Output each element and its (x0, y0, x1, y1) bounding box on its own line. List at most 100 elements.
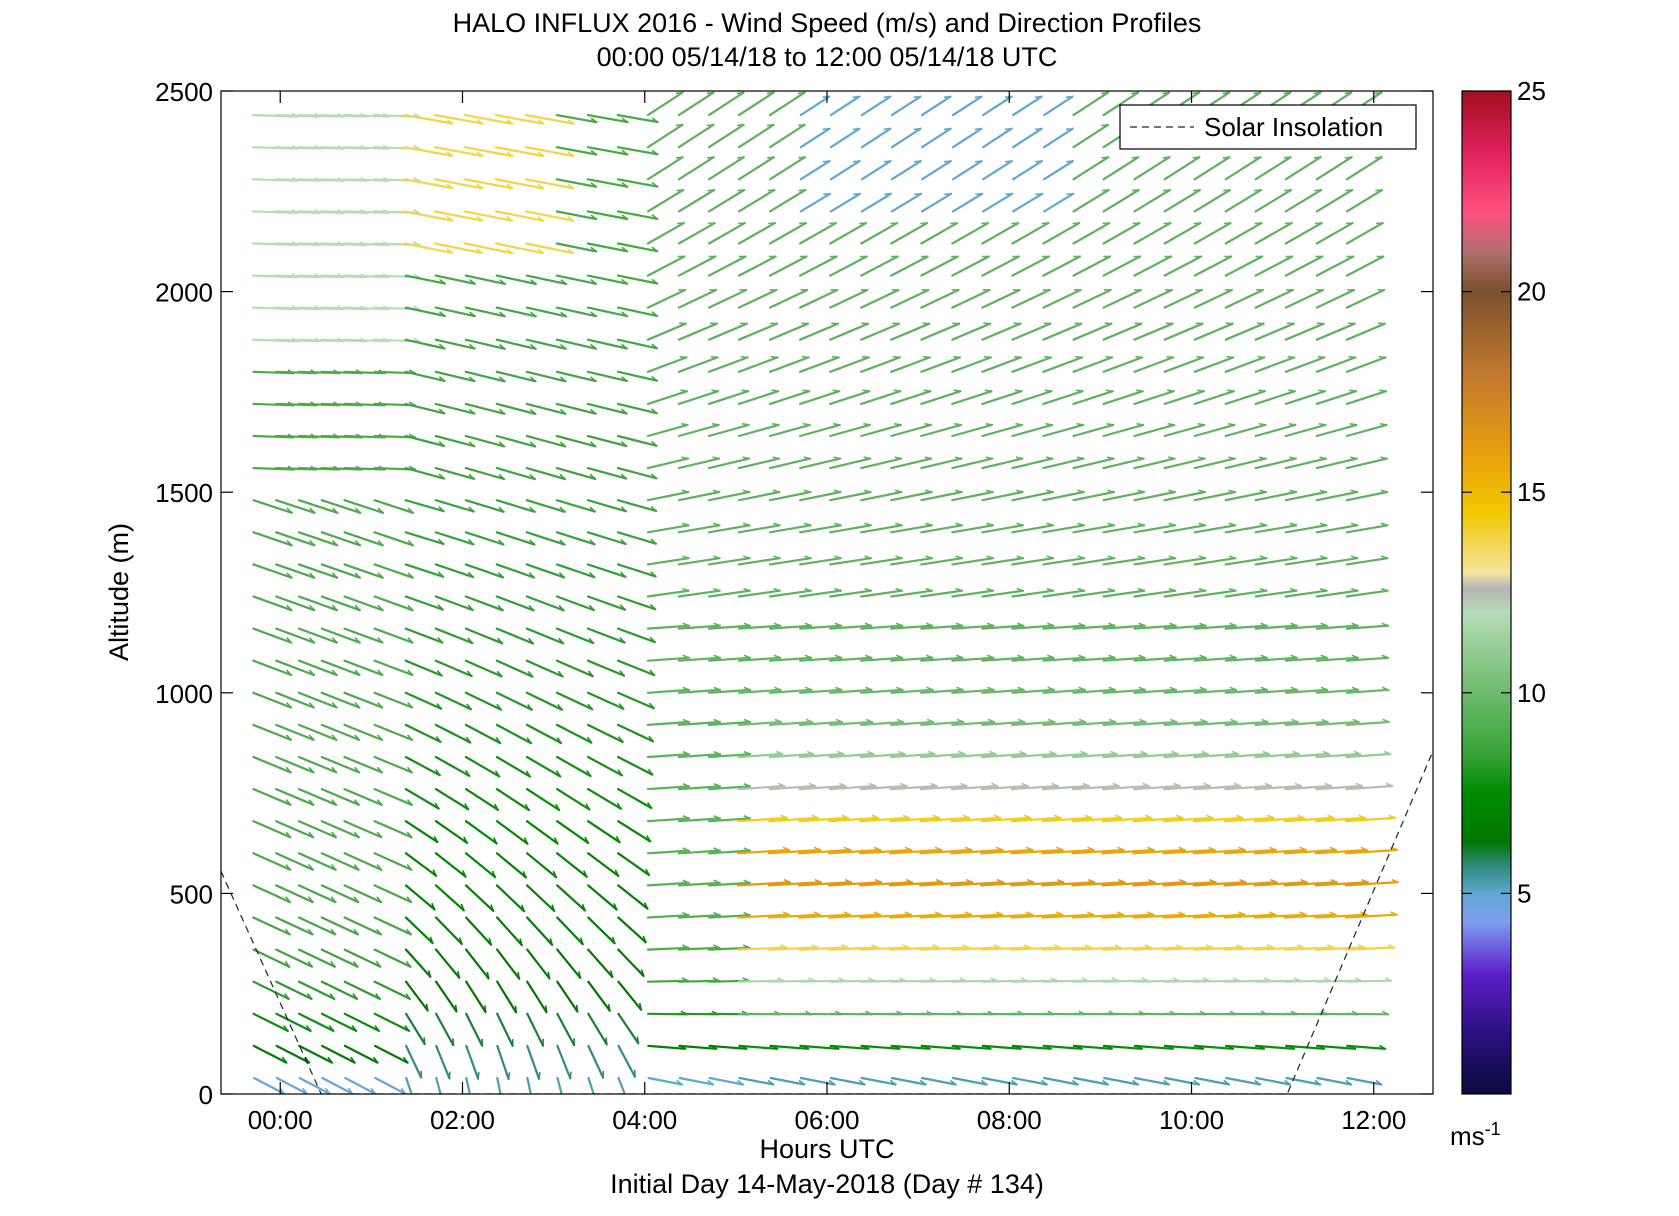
wind-arrow (1254, 784, 1303, 791)
wind-arrow (860, 95, 892, 117)
wind-arrow-head (864, 555, 872, 559)
wind-arrow-head (1259, 587, 1267, 592)
wind-arrow-head (438, 538, 445, 545)
wind-arrow (1254, 589, 1298, 598)
wind-arrow (586, 210, 629, 221)
wind-arrow-head (1015, 456, 1023, 460)
wind-arrow (1254, 1044, 1296, 1050)
wind-arrow-head (1385, 782, 1393, 787)
wind-arrow (464, 884, 495, 913)
wind-arrow (920, 688, 964, 694)
wind-arrow (829, 127, 861, 149)
wind-arrow-head (1053, 814, 1061, 819)
wind-arrow-head (499, 311, 506, 317)
wind-arrow (433, 178, 484, 190)
wind-arrow (1163, 322, 1204, 341)
wind-arrow-head (959, 977, 966, 982)
wind-arrow (1102, 322, 1143, 341)
wind-arrow (677, 557, 721, 566)
wind-arrow-head (651, 375, 658, 382)
wind-arrow (707, 753, 752, 759)
wind-arrow (404, 627, 444, 644)
wind-arrow-head (680, 422, 688, 426)
wind-arrow-head (549, 938, 553, 946)
wind-arrow (707, 656, 752, 662)
wind-arrow (1102, 524, 1146, 534)
wind-arrow (1072, 222, 1111, 245)
wind-arrow (981, 656, 1025, 662)
wind-arrow (950, 881, 1005, 887)
wind-arrow (525, 434, 567, 448)
wind-arrow (1010, 881, 1065, 887)
wind-arrow-head (407, 572, 414, 579)
wind-arrow (252, 820, 292, 839)
wind-arrow (1163, 490, 1207, 502)
wind-arrow-head (1045, 456, 1053, 460)
wind-arrow (1346, 1076, 1383, 1086)
wind-arrow (1162, 816, 1214, 823)
wind-arrow (555, 691, 594, 711)
wind-arrow-head (902, 944, 909, 949)
wind-arrow-head (529, 441, 536, 448)
wind-arrow (1255, 1076, 1292, 1086)
wind-arrow (525, 755, 562, 778)
wind-arrow-head (1046, 522, 1054, 527)
wind-arrow (708, 1076, 745, 1086)
wind-arrow (343, 884, 383, 904)
wind-arrow-head (713, 782, 721, 788)
wind-arrow-head (1076, 456, 1084, 460)
wind-arrow-head (1019, 750, 1026, 755)
wind-arrow (1284, 752, 1331, 759)
wind-arrow-head (620, 538, 627, 545)
wind-arrow (555, 178, 598, 188)
wind-arrow-head (354, 701, 360, 709)
wind-arrow (890, 457, 933, 470)
wind-arrow (434, 787, 470, 811)
wind-arrow-head (286, 637, 292, 644)
wind-arrow (768, 390, 811, 405)
wind-arrow (496, 916, 523, 947)
wind-arrow (951, 1044, 992, 1050)
wind-arrow-head (801, 322, 809, 325)
wind-arrow (769, 1044, 810, 1050)
wind-arrow-head (1228, 456, 1235, 460)
wind-arrow (297, 499, 339, 514)
wind-arrow (1073, 1076, 1110, 1086)
wind-arrow (1224, 390, 1266, 405)
wind-arrow (708, 1044, 748, 1050)
wind-arrow-head (651, 278, 658, 285)
wind-arrow-head (438, 375, 446, 382)
wind-arrow-head (1081, 977, 1089, 982)
wind-arrow (677, 123, 715, 149)
wind-arrow (799, 160, 831, 181)
wind-arrow-head (1200, 718, 1207, 723)
wind-arrow (737, 222, 777, 245)
wind-arrow (343, 531, 384, 547)
wind-arrow (404, 499, 445, 513)
wind-arrow-head (930, 782, 937, 787)
wind-arrow-head (1205, 814, 1213, 819)
wind-arrow (297, 723, 338, 742)
wind-arrow-head (808, 782, 816, 787)
wind-arrow-head (871, 814, 879, 819)
wind-arrow (464, 820, 498, 845)
wind-arrow (252, 1012, 289, 1033)
wind-arrow-head (1256, 322, 1264, 325)
wind-arrow-head (427, 970, 432, 978)
wind-arrow-head (590, 376, 597, 382)
wind-arrow (495, 852, 528, 879)
wind-arrow-head (873, 911, 881, 916)
wind-arrow (829, 160, 861, 181)
wind-arrow (1163, 288, 1203, 309)
wind-arrow-head (324, 1087, 331, 1094)
wind-arrow-head (962, 814, 970, 819)
wind-arrow-head (285, 863, 291, 871)
wind-arrow (1193, 423, 1236, 438)
wind-arrow (737, 188, 776, 213)
wind-arrow (859, 656, 904, 662)
wind-arrow (1133, 156, 1171, 181)
wind-arrow-head (1374, 91, 1382, 95)
wind-arrow-head (838, 782, 846, 787)
wind-arrow-head (649, 669, 655, 676)
wind-arrow (275, 787, 315, 806)
